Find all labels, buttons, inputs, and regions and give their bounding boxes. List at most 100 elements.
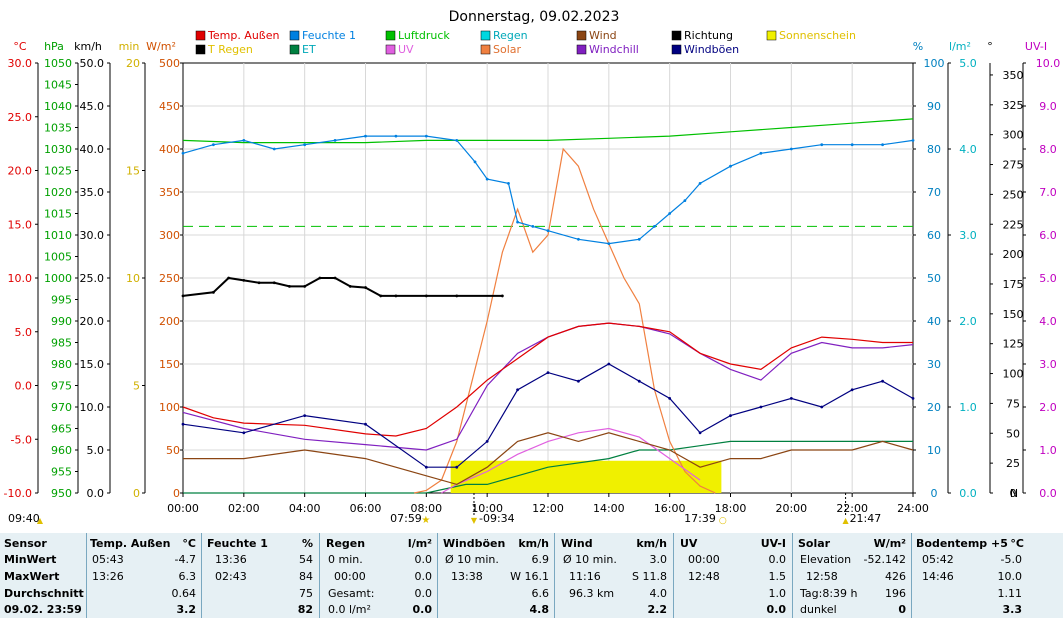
solar-now: 0	[898, 603, 906, 616]
wind-now: 2.2	[647, 603, 668, 616]
legend-swatch	[289, 30, 300, 41]
left-axis-tick-label: -5.0	[11, 433, 32, 446]
series-richtung-point	[364, 286, 367, 289]
left-axis-tick-label: 10	[126, 272, 140, 285]
right-axis-tick-label: 10.0	[1036, 57, 1061, 70]
wind-r3-val: 4.0	[649, 587, 668, 600]
right-axis-tick-label: 30	[927, 358, 941, 371]
series-feuchte-1-point	[455, 139, 459, 142]
label-now: 09.02. 23:59	[4, 603, 82, 616]
series-feuchte-1-point	[485, 177, 489, 181]
x-axis-tick-label: 18:00	[715, 502, 747, 515]
right-axis-tick-label: 4.0	[1039, 315, 1057, 328]
legend-label: Richtung	[684, 29, 733, 42]
series-feuchte-1-point	[507, 182, 510, 185]
legend-swatch	[195, 30, 206, 41]
left-axis-tick-label: 150	[159, 358, 180, 371]
series-luftdruck-line	[182, 118, 914, 144]
left-axis-tick-label: 50.0	[80, 57, 105, 70]
series-feuchte-1-point	[850, 143, 854, 147]
legend-label: Windböen	[684, 43, 739, 56]
right-axis-tick-label: 4.0	[959, 143, 977, 156]
solar-r3-val: 196	[885, 587, 906, 600]
uv-now: 0.0	[766, 603, 787, 616]
left-axis-tick-label: 30.0	[80, 229, 105, 242]
label-min: MinWert	[4, 553, 57, 566]
label-avg: Durchschnitt	[4, 587, 84, 600]
series-windb-en-point	[485, 440, 489, 443]
left-axis-tick-label: 30.0	[8, 57, 33, 70]
soil-avg: 1.11	[997, 587, 1023, 600]
col-gust: Windböen km/h Ø 10 min. 6.9 13:38 W 16.1…	[443, 533, 551, 618]
series-feuchte-1-point	[531, 225, 535, 228]
series-windb-en-point	[181, 422, 185, 426]
temp-avg: 0.64	[171, 587, 197, 600]
right-axis-tick-label: 200	[1003, 248, 1024, 261]
temp-max-val: 6.3	[178, 570, 197, 583]
solar-max-val: 426	[885, 570, 906, 583]
left-axis-tick-label: -10.0	[4, 487, 32, 500]
legend-label: Sonnenschein	[779, 29, 856, 42]
right-axis-tick-label: 40	[927, 315, 941, 328]
series-windb-en-point	[455, 465, 459, 469]
series-et-line	[183, 440, 913, 494]
series-richtung-point	[242, 278, 246, 282]
series-windb-en-point	[820, 405, 824, 409]
series-richtung-point	[272, 281, 276, 285]
left-axis-tick-label: 955	[51, 466, 72, 479]
series-feuchte-1-point	[668, 212, 672, 215]
left-axis-tick-label: 200	[159, 315, 180, 328]
left-axis-tick-label: 950	[51, 487, 72, 500]
hum-now: 82	[297, 603, 313, 616]
left-axis-unit: hPa	[44, 40, 64, 53]
wind-max-val: S 11.8	[632, 570, 667, 583]
legend-swatch	[289, 44, 300, 55]
series-feuchte-1-point	[242, 139, 246, 142]
x-axis-tick-label: 04:00	[289, 502, 321, 515]
series-feuchte-1-point	[424, 134, 428, 138]
left-axis-tick-label: 1010	[44, 229, 72, 242]
right-axis-tick-label: 6.0	[1039, 229, 1057, 242]
wind-r1-val: 3.0	[649, 553, 668, 566]
wind-r3-label: 96.3 km	[569, 587, 615, 600]
right-axis-tick-label: 50	[927, 272, 941, 285]
left-axis-tick-label: 450	[159, 100, 180, 113]
series-feuchte-1-point	[303, 143, 307, 147]
right-axis-tick-label: 0	[1010, 487, 1017, 500]
col-uv: UV UV-I 00:00 0.0 12:48 1.5 1.0 0.0	[680, 533, 788, 618]
left-axis-tick-label: 50	[166, 444, 180, 457]
right-axis-tick-label: 0.0	[1039, 487, 1057, 500]
right-axis-tick-label: 1.0	[959, 401, 977, 414]
left-axis-tick-label: 10.0	[80, 401, 105, 414]
right-axis-tick-label: 75	[1006, 397, 1020, 410]
right-axis-tick-label: 125	[1003, 338, 1024, 351]
left-axis-tick-label: 20	[126, 57, 140, 70]
left-axis-tick-label: 0.0	[87, 487, 105, 500]
grid	[183, 63, 913, 493]
left-axis-tick-label: 45.0	[80, 100, 105, 113]
hum-max-time: 02:43	[215, 570, 247, 583]
right-axis-tick-label: 70	[927, 186, 941, 199]
temp-unit: °C	[182, 537, 196, 550]
series-feuchte-1-point	[789, 147, 793, 151]
left-axis-tick-label: 15.0	[80, 358, 105, 371]
hum-avg: 75	[299, 587, 313, 600]
hum-header: Feuchte 1	[207, 537, 268, 550]
soil-min-time: 05:42	[922, 553, 954, 566]
right-axis-tick-label: 50	[1006, 427, 1020, 440]
solar-r3-label: Tag:8:39 h	[800, 587, 858, 600]
series-windb-en-point	[424, 465, 428, 469]
series-feuchte-1-point	[577, 237, 580, 241]
soil-min-val: -5.0	[1000, 553, 1022, 566]
right-axis-tick-label: 10	[927, 444, 941, 457]
right-axis-unit: %	[913, 40, 923, 53]
legend-label: Temp. Außen	[207, 29, 280, 42]
left-axis-tick-label: 980	[51, 358, 72, 371]
x-axis-tick-label: 08:00	[410, 502, 442, 515]
axes: °C 30.0 25.0 20.0 15.0 10.0 5.0 0.0 -5.0 -10.0 hPa…	[4, 40, 1061, 500]
left-axis-tick-label: 0	[173, 487, 180, 500]
right-axis-tick-label: 5.0	[1039, 272, 1057, 285]
label-max: MaxWert	[4, 570, 60, 583]
legend-label: Windchill	[589, 43, 639, 56]
sunrise-icon: ★	[421, 515, 430, 526]
